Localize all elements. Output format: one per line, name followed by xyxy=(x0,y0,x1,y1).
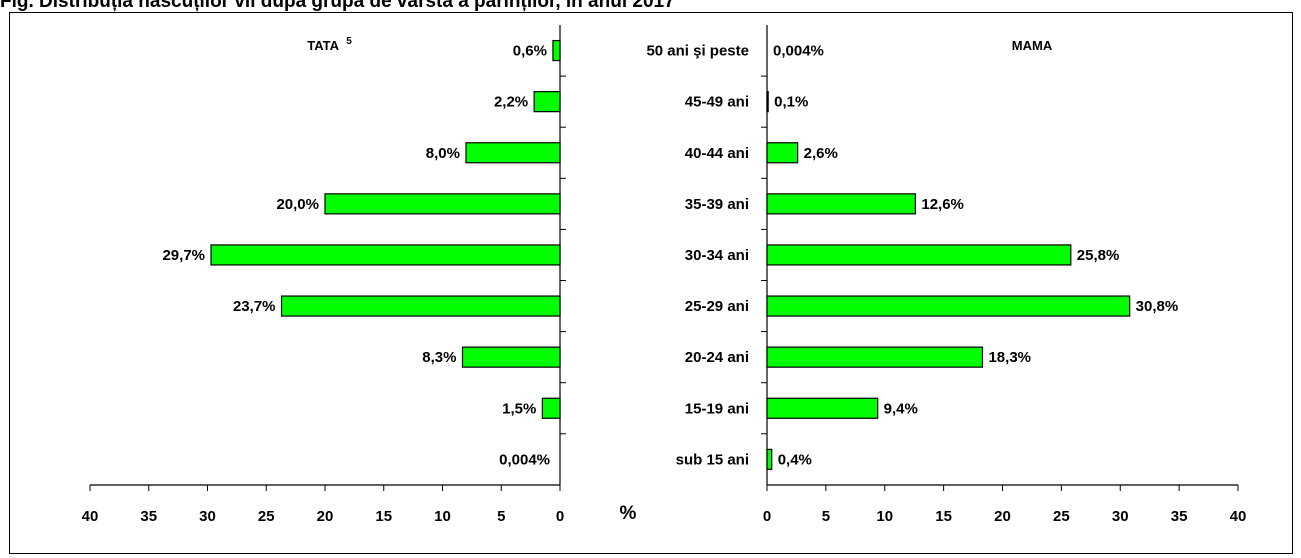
mama-value-label: 0,1% xyxy=(774,94,808,111)
right-x-tick-label: 5 xyxy=(822,508,830,525)
tata-value-label: 2,2% xyxy=(494,94,528,111)
mama-bar xyxy=(766,244,1072,266)
left-x-tick-label: 10 xyxy=(434,508,451,525)
mama-value-label: 18,3% xyxy=(988,349,1031,366)
tata-bar xyxy=(280,295,561,317)
tata-bar xyxy=(324,193,561,215)
right-x-tick-label: 0 xyxy=(763,508,771,525)
mama-value-label: 2,6% xyxy=(804,145,838,162)
category-label: 40-44 ani xyxy=(685,145,749,162)
mama-bar xyxy=(766,295,1131,317)
left-x-tick-label: 40 xyxy=(82,508,99,525)
category-label: 35-39 ani xyxy=(685,196,749,213)
tata-value-label: 8,3% xyxy=(422,349,456,366)
left-x-tick-label: 15 xyxy=(375,508,392,525)
category-label: 30-34 ani xyxy=(685,247,749,264)
right-x-tick-label: 25 xyxy=(1053,508,1070,525)
mama-series-label: MAMA xyxy=(1012,38,1053,53)
category-label: sub 15 ani xyxy=(676,451,749,468)
right-x-tick-label: 10 xyxy=(876,508,893,525)
mama-bar xyxy=(766,91,769,113)
tata-superscript: 5 xyxy=(346,36,352,47)
tata-value-label: 8,0% xyxy=(426,145,460,162)
left-x-tick-label: 30 xyxy=(199,508,216,525)
category-label: 15-19 ani xyxy=(685,400,749,417)
right-x-tick-label: 40 xyxy=(1230,508,1247,525)
category-label: 45-49 ani xyxy=(685,94,749,111)
tata-bar xyxy=(210,244,561,266)
category-label: 20-24 ani xyxy=(685,349,749,366)
tata-value-label: 23,7% xyxy=(233,298,276,315)
mama-value-label: 12,6% xyxy=(921,196,964,213)
mama-value-label: 0,4% xyxy=(778,451,812,468)
mama-value-label: 25,8% xyxy=(1077,247,1120,264)
right-x-tick-label: 35 xyxy=(1171,508,1188,525)
tata-series-label: TATA xyxy=(307,38,339,53)
mama-value-label: 0,004% xyxy=(773,43,824,60)
percent-unit-label: % xyxy=(620,503,637,524)
tata-value-label: 0,004% xyxy=(499,451,550,468)
mama-bar xyxy=(766,142,799,164)
right-x-tick-label: 15 xyxy=(935,508,952,525)
tata-bar xyxy=(465,142,561,164)
left-x-tick-label: 25 xyxy=(258,508,275,525)
mama-value-label: 9,4% xyxy=(884,400,918,417)
left-x-tick-label: 0 xyxy=(556,508,564,525)
category-label: 50 ani şi peste xyxy=(646,43,749,60)
mama-bar xyxy=(766,397,879,419)
chart-title: Fig. Distribuția născuților vii după gru… xyxy=(0,0,675,12)
category-label: 25-29 ani xyxy=(685,298,749,315)
tata-bar xyxy=(533,91,561,113)
left-x-tick-label: 35 xyxy=(140,508,157,525)
mama-bar xyxy=(766,193,916,215)
right-x-tick-label: 30 xyxy=(1112,508,1129,525)
tata-value-label: 20,0% xyxy=(276,196,319,213)
tata-bar xyxy=(461,346,561,368)
tata-bar xyxy=(541,397,561,419)
mama-bar xyxy=(766,448,773,470)
tata-bar xyxy=(552,39,561,62)
left-x-tick-label: 5 xyxy=(497,508,505,525)
tata-value-label: 29,7% xyxy=(162,247,205,264)
mama-bar xyxy=(766,346,984,368)
mama-value-label: 30,8% xyxy=(1136,298,1179,315)
left-x-tick-label: 20 xyxy=(317,508,334,525)
tata-value-label: 1,5% xyxy=(502,400,536,417)
chart-frame xyxy=(9,12,1293,554)
tata-value-label: 0,6% xyxy=(513,43,547,60)
right-x-tick-label: 20 xyxy=(994,508,1011,525)
